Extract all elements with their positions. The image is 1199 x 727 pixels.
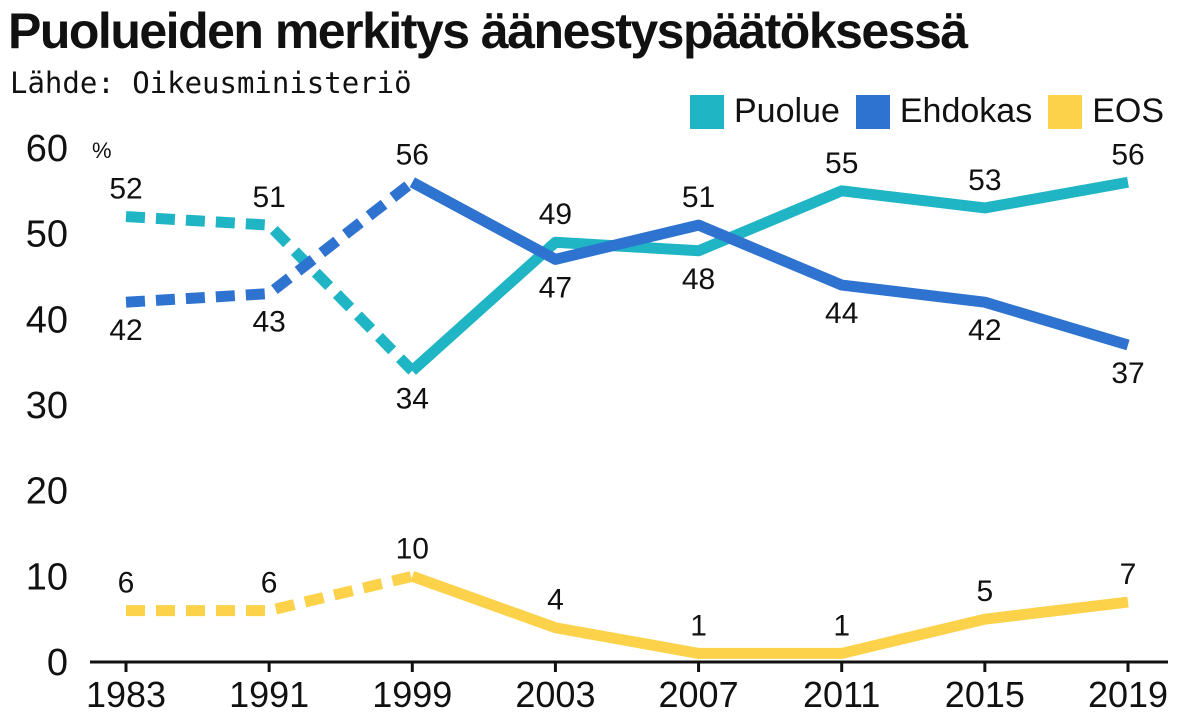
legend: Puolue Ehdokas EOS	[690, 92, 1164, 131]
data-label-ehdokas-1999: 56	[396, 138, 429, 171]
data-label-eos-2007: 1	[690, 609, 707, 642]
series-line-ehdokas	[409, 177, 1130, 351]
legend-item-eos: EOS	[1048, 92, 1164, 131]
x-axis: 1983 1991 1999 2003 2007 2011 2015 2019	[86, 660, 1168, 715]
data-label-eos-1999: 10	[396, 532, 429, 565]
legend-swatch-ehdokas	[855, 94, 890, 129]
data-label-puolue-2019: 56	[1111, 138, 1144, 171]
data-label-puolue-1999: 34	[396, 383, 429, 416]
data-label-ehdokas-2007: 51	[682, 181, 715, 214]
x-tick-label-2015: 2015	[945, 674, 1025, 715]
series-line-dashed-puolue	[125, 211, 417, 375]
data-label-ehdokas-2003: 47	[539, 271, 572, 304]
legend-label-eos: EOS	[1092, 92, 1165, 130]
data-label-puolue-2011: 55	[825, 147, 858, 180]
data-label-eos-2019: 7	[1120, 558, 1137, 591]
x-tick-label-2003: 2003	[515, 674, 595, 715]
y-tick-label-20: 20	[26, 471, 68, 513]
data-label-puolue-2007: 48	[682, 263, 715, 296]
y-unit-label: %	[92, 138, 112, 163]
y-tick-label-40: 40	[26, 299, 68, 341]
y-axis: 0 10 20 30 40 50 60%	[26, 128, 112, 684]
data-label-ehdokas-1991: 43	[252, 306, 285, 339]
x-tick-label-2011: 2011	[803, 674, 880, 715]
x-tick-label-1991: 1991	[229, 674, 309, 715]
data-label-eos-2003: 4	[547, 584, 564, 617]
legend-label-puolue: Puolue	[734, 92, 840, 130]
chart-title: Puolueiden merkitys äänestyspäätöksessä	[8, 3, 968, 59]
chart-source: Lähde: Oikeusministeriö	[10, 66, 412, 100]
y-tick-label-0: 0	[47, 642, 68, 684]
data-label-eos-2015: 5	[977, 575, 994, 608]
series-line-dashed-ehdokas	[125, 177, 416, 308]
x-tick-label-1983: 1983	[86, 674, 166, 715]
data-label-puolue-2003: 49	[539, 198, 572, 231]
data-label-ehdokas-1983: 42	[109, 314, 142, 347]
legend-label-ehdokas: Ehdokas	[899, 92, 1033, 130]
data-label-eos-1983: 6	[118, 567, 135, 600]
data-label-puolue-1983: 52	[109, 173, 142, 206]
data-label-ehdokas-2015: 42	[968, 314, 1001, 347]
data-label-ehdokas-2019: 37	[1111, 357, 1144, 390]
y-tick-label-60: 60	[26, 128, 68, 170]
legend-item-ehdokas: Ehdokas	[855, 92, 1033, 131]
data-label-eos-2011: 1	[833, 609, 850, 642]
series-line-eos	[410, 571, 1129, 659]
data-label-puolue-2015: 53	[968, 164, 1001, 197]
data-label-ehdokas-2011: 44	[825, 297, 858, 330]
series-line-puolue	[408, 176, 1129, 375]
y-tick-label-10: 10	[26, 556, 68, 598]
data-label-eos-1991: 6	[261, 567, 278, 600]
series-line-dashed-eos	[126, 570, 414, 617]
x-tick-label-2007: 2007	[659, 674, 739, 715]
legend-item-puolue: Puolue	[690, 92, 840, 131]
data-label-puolue-1991: 51	[252, 181, 285, 214]
legend-swatch-eos	[1048, 94, 1083, 129]
y-tick-label-30: 30	[26, 385, 68, 427]
x-tick-label-1999: 1999	[372, 674, 452, 715]
y-tick-label-50: 50	[26, 214, 68, 256]
data-labels: 52 51 34 49 48 55 53 56 42 43 56 47 51 44 42 37 6 6 10 4 1 1 5…	[109, 138, 1144, 642]
legend-swatch-puolue	[690, 94, 724, 129]
x-tick-label-2019: 2019	[1088, 674, 1168, 715]
series-layer	[125, 176, 1130, 659]
